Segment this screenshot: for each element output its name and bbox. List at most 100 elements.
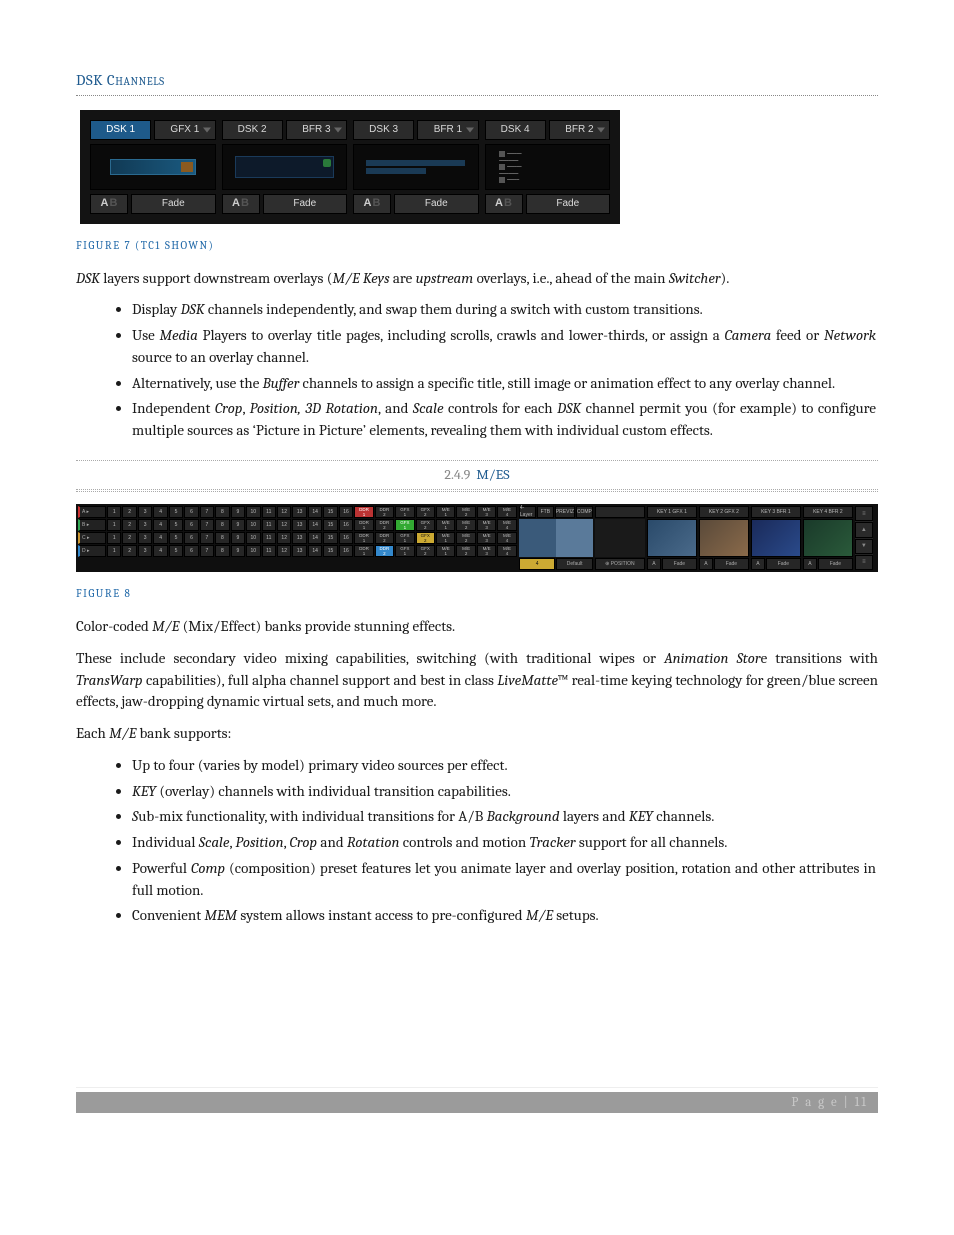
me-default-button[interactable]: Default	[556, 558, 593, 570]
me-source-button[interactable]: M/E1	[436, 545, 455, 557]
me-source-button[interactable]: 6	[184, 545, 198, 557]
me-source-button[interactable]: 1	[107, 532, 121, 544]
dsk-label-button[interactable]: DSK 4	[485, 120, 546, 140]
me-source-button[interactable]: DDR1	[354, 506, 373, 518]
me-key-header[interactable]: KEY 2 GFX 2	[699, 506, 749, 518]
me-source-button[interactable]: M/E4	[497, 545, 516, 557]
me-source-button[interactable]: 7	[200, 519, 214, 531]
me-source-button[interactable]: 4	[153, 506, 167, 518]
me-source-button[interactable]: DDR2	[375, 519, 394, 531]
me-source-button[interactable]: 10	[246, 519, 260, 531]
me-scroll-button[interactable]: ▲	[855, 522, 873, 537]
me-source-button[interactable]: DDR1	[354, 545, 373, 557]
me-source-button[interactable]: M/E4	[497, 532, 516, 544]
me-source-button[interactable]: M/E1	[436, 506, 455, 518]
me-source-button[interactable]: 9	[231, 506, 245, 518]
me-key-fade[interactable]: Fade	[714, 558, 749, 570]
me-source-button[interactable]: 1	[107, 519, 121, 531]
me-source-button[interactable]: 14	[308, 506, 322, 518]
me-key-ab[interactable]: A	[699, 558, 713, 570]
dsk-fade-button[interactable]: Fade	[131, 194, 216, 214]
me-source-button[interactable]: 3	[138, 532, 152, 544]
me-source-button[interactable]: 2	[122, 532, 136, 544]
me-source-button[interactable]: GFX2	[416, 545, 435, 557]
dsk-fade-button[interactable]: Fade	[263, 194, 348, 214]
me-source-button[interactable]: 7	[200, 545, 214, 557]
dsk-source-dropdown[interactable]: BFR 3	[286, 120, 347, 140]
me-source-button[interactable]: M/E2	[456, 545, 475, 557]
me-source-button[interactable]: GFX2	[416, 532, 435, 544]
me-source-button[interactable]: 1	[107, 506, 121, 518]
me-key-header[interactable]: KEY 4 BFR 2	[803, 506, 853, 518]
me-key-ab[interactable]: A	[803, 558, 817, 570]
me-key-thumbnail[interactable]	[699, 519, 749, 557]
me-key-thumbnail[interactable]	[647, 519, 697, 557]
dsk-source-dropdown[interactable]: BFR 1	[417, 120, 478, 140]
me-row-label[interactable]: C ▸	[78, 532, 106, 544]
me-scroll-button[interactable]: ▼	[855, 539, 873, 554]
me-source-button[interactable]: 12	[277, 545, 291, 557]
me-source-button[interactable]: 1	[107, 545, 121, 557]
me-key-thumbnail[interactable]	[803, 519, 853, 557]
me-source-button[interactable]: 7	[200, 506, 214, 518]
me-source-button[interactable]: DDR2	[375, 532, 394, 544]
me-source-button[interactable]: 5	[169, 532, 183, 544]
me-source-button[interactable]: M/E4	[497, 506, 516, 518]
me-source-button[interactable]: 9	[231, 532, 245, 544]
dsk-thumbnail[interactable]	[353, 144, 479, 190]
me-source-button[interactable]: 11	[262, 506, 276, 518]
me-source-button[interactable]: DDR2	[375, 545, 394, 557]
me-source-button[interactable]: 6	[184, 519, 198, 531]
me-key-fade[interactable]: Fade	[766, 558, 801, 570]
me-scroll-button[interactable]: ≡	[855, 555, 873, 570]
me-source-button[interactable]: 8	[215, 532, 229, 544]
me-source-button[interactable]: M/E2	[456, 532, 475, 544]
me-source-button[interactable]: 14	[308, 519, 322, 531]
dsk-label-button[interactable]: DSK 3	[353, 120, 414, 140]
me-source-button[interactable]: M/E2	[456, 506, 475, 518]
me-source-button[interactable]: 5	[169, 506, 183, 518]
dsk-ab-toggle[interactable]: AB	[90, 194, 128, 214]
me-source-button[interactable]: 10	[246, 506, 260, 518]
me-source-button[interactable]: 9	[231, 519, 245, 531]
me-key-ab[interactable]: A	[751, 558, 765, 570]
dsk-fade-button[interactable]: Fade	[394, 194, 479, 214]
dsk-fade-button[interactable]: Fade	[526, 194, 611, 214]
me-source-button[interactable]: GFX1	[395, 506, 414, 518]
me-source-button[interactable]: M/E3	[477, 506, 496, 518]
me-source-button[interactable]: M/E3	[477, 519, 496, 531]
dsk-ab-toggle[interactable]: AB	[485, 194, 523, 214]
me-source-button[interactable]: GFX2	[416, 519, 435, 531]
me-source-button[interactable]: 3	[138, 506, 152, 518]
me-source-button[interactable]: 10	[246, 545, 260, 557]
me-source-button[interactable]: 12	[277, 519, 291, 531]
me-source-button[interactable]: 13	[292, 532, 306, 544]
me-source-button[interactable]: 5	[169, 545, 183, 557]
me-source-button[interactable]: 16	[339, 519, 353, 531]
me-source-button[interactable]: 11	[262, 532, 276, 544]
me-source-button[interactable]: GFX2	[416, 506, 435, 518]
me-preview-tab[interactable]: FTB	[537, 506, 554, 518]
me-row-label[interactable]: A ▸	[78, 506, 106, 518]
me-source-button[interactable]: 11	[262, 519, 276, 531]
me-source-button[interactable]: 16	[339, 532, 353, 544]
dsk-label-button[interactable]: DSK 1	[90, 120, 151, 140]
me-source-button[interactable]: GFX1	[395, 519, 414, 531]
me-source-button[interactable]: GFX1	[395, 545, 414, 557]
me-source-button[interactable]: M/E3	[477, 545, 496, 557]
me-row-label[interactable]: D ▸	[78, 545, 106, 557]
dsk-source-dropdown[interactable]: BFR 2	[549, 120, 610, 140]
me-scroll-button[interactable]: ≡	[855, 506, 873, 521]
me-source-button[interactable]: DDR1	[354, 532, 373, 544]
dsk-thumbnail[interactable]	[90, 144, 216, 190]
me-source-button[interactable]: 3	[138, 545, 152, 557]
me-key-header[interactable]: KEY 3 BFR 1	[751, 506, 801, 518]
me-source-button[interactable]: GFX1	[395, 532, 414, 544]
me-source-button[interactable]: M/E1	[436, 532, 455, 544]
me-source-button[interactable]: 9	[231, 545, 245, 557]
me-source-button[interactable]: 13	[292, 519, 306, 531]
me-source-button[interactable]: 16	[339, 506, 353, 518]
me-preview-tab[interactable]: PREVIZ	[555, 506, 575, 518]
me-source-button[interactable]: 14	[308, 545, 322, 557]
me-key-header[interactable]: KEY 1 GFX 1	[647, 506, 697, 518]
